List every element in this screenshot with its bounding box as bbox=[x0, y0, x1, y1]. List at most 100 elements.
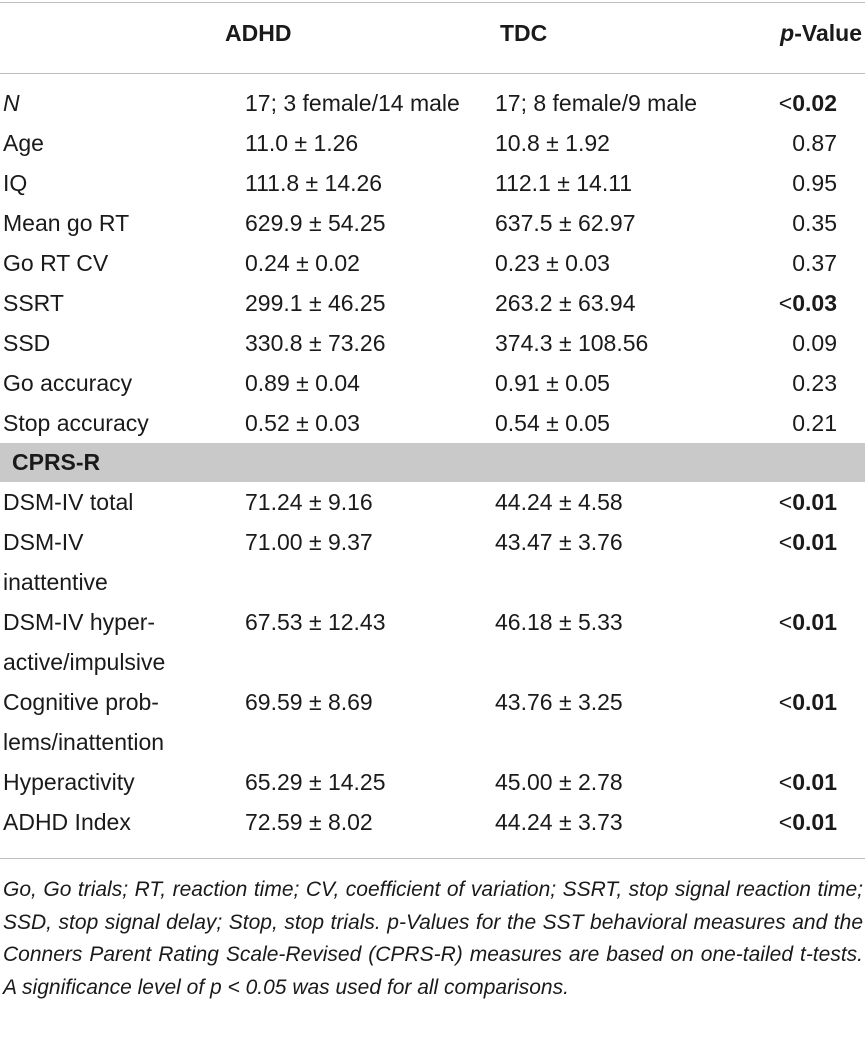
p-value-cell: 0.37 bbox=[752, 243, 865, 283]
tdc-value: 374.3 ± 108.56 bbox=[495, 330, 649, 356]
adhd-value: 111.8 ± 14.26 bbox=[245, 170, 383, 196]
row-label: DSM-IV total bbox=[3, 489, 134, 515]
header-p-rest: -Value bbox=[794, 20, 862, 46]
table-row: ADHD Index 72.59 ± 8.02 44.24 ± 3.73 <0.01 bbox=[0, 802, 865, 842]
header-adhd: ADHD bbox=[225, 20, 292, 46]
tdc-value: 10.8 ± 1.92 bbox=[495, 130, 610, 156]
table-row: Age 11.0 ± 1.26 10.8 ± 1.92 0.87 bbox=[0, 123, 865, 163]
p-prefix: < bbox=[778, 809, 793, 835]
table-row: Cognitive prob-lems/inattention 69.59 ± 8… bbox=[0, 682, 865, 762]
table-row: IQ 111.8 ± 14.26 112.1 ± 14.11 0.95 bbox=[0, 163, 865, 203]
adhd-value: 330.8 ± 73.26 bbox=[245, 330, 386, 356]
p-value-cell: 0.23 bbox=[752, 363, 865, 403]
adhd-value: 72.59 ± 8.02 bbox=[245, 809, 373, 835]
tdc-value: 637.5 ± 62.97 bbox=[495, 210, 636, 236]
p-value: 0.01 bbox=[792, 489, 837, 515]
row-label: Cognitive prob-lems/inattention bbox=[3, 689, 165, 755]
section-row-cprs-r: CPRS-R bbox=[0, 443, 865, 482]
p-value-cell: 0.95 bbox=[752, 163, 865, 203]
tdc-value: 17; 8 female/9 male bbox=[495, 90, 698, 116]
adhd-value: 71.00 ± 9.37 bbox=[245, 529, 373, 555]
p-value-cell: <0.02 bbox=[752, 83, 865, 123]
tdc-value: 0.23 ± 0.03 bbox=[495, 250, 610, 276]
p-prefix: < bbox=[778, 489, 793, 515]
p-value-cell: <0.01 bbox=[752, 762, 865, 802]
tdc-value: 44.24 ± 3.73 bbox=[495, 809, 623, 835]
header-p-italic: p bbox=[780, 20, 795, 46]
tdc-value: 43.47 ± 3.76 bbox=[495, 529, 623, 555]
p-prefix: < bbox=[778, 689, 793, 715]
data-table: N 17; 3 female/14 male 17; 8 female/9 male… bbox=[0, 83, 865, 842]
row-label: Mean go RT bbox=[3, 210, 130, 236]
tdc-value: 0.91 ± 0.05 bbox=[495, 370, 610, 396]
row-label: ADHD Index bbox=[3, 809, 131, 835]
tdc-value: 45.00 ± 2.78 bbox=[495, 769, 623, 795]
table-row: DSM-IV hyper-active/impulsive 67.53 ± 12.… bbox=[0, 602, 865, 682]
row-label: DSM-IV inattentive bbox=[3, 529, 108, 595]
table-row: Go accuracy 0.89 ± 0.04 0.91 ± 0.05 0.23 bbox=[0, 363, 865, 403]
p-value-cell: <0.01 bbox=[752, 482, 865, 522]
p-value-cell: 0.35 bbox=[752, 203, 865, 243]
row-label: N bbox=[3, 90, 20, 116]
tdc-value: 0.54 ± 0.05 bbox=[495, 410, 610, 436]
tdc-value: 263.2 ± 63.94 bbox=[495, 290, 636, 316]
section-label: CPRS-R bbox=[0, 443, 865, 482]
adhd-value: 0.89 ± 0.04 bbox=[245, 370, 360, 396]
table-row: Hyperactivity 65.29 ± 14.25 45.00 ± 2.78 <0… bbox=[0, 762, 865, 802]
p-value-cell: <0.01 bbox=[752, 682, 865, 762]
header-rule bbox=[0, 73, 865, 74]
table-row: N 17; 3 female/14 male 17; 8 female/9 male… bbox=[0, 83, 865, 123]
p-value: 0.35 bbox=[792, 210, 837, 236]
p-value-cell: <0.01 bbox=[752, 602, 865, 682]
tdc-value: 112.1 ± 14.11 bbox=[495, 170, 633, 196]
p-value: 0.87 bbox=[792, 130, 837, 156]
p-value-cell: 0.87 bbox=[752, 123, 865, 163]
p-value: 0.01 bbox=[792, 809, 837, 835]
header-tdc: TDC bbox=[500, 20, 548, 46]
tdc-value: 44.24 ± 4.58 bbox=[495, 489, 623, 515]
row-label: Stop accuracy bbox=[3, 410, 149, 436]
p-value: 0.23 bbox=[792, 370, 837, 396]
table-row: SSRT 299.1 ± 46.25 263.2 ± 63.94 <0.03 bbox=[0, 283, 865, 323]
p-value: 0.01 bbox=[792, 769, 837, 795]
tdc-value: 43.76 ± 3.25 bbox=[495, 689, 623, 715]
row-label: Hyperactivity bbox=[3, 769, 135, 795]
top-rule bbox=[0, 2, 865, 3]
row-label: SSD bbox=[3, 330, 51, 356]
p-prefix: < bbox=[778, 90, 793, 116]
row-label: Go accuracy bbox=[3, 370, 133, 396]
table-row: SSD 330.8 ± 73.26 374.3 ± 108.56 0.09 bbox=[0, 323, 865, 363]
p-value-cell: <0.01 bbox=[752, 802, 865, 842]
adhd-value: 629.9 ± 54.25 bbox=[245, 210, 386, 236]
header-p-value: p-Value bbox=[780, 20, 862, 47]
table-row: Go RT CV 0.24 ± 0.02 0.23 ± 0.03 0.37 bbox=[0, 243, 865, 283]
adhd-value: 0.24 ± 0.02 bbox=[245, 250, 360, 276]
p-prefix: < bbox=[778, 609, 793, 635]
adhd-value: 67.53 ± 12.43 bbox=[245, 609, 386, 635]
p-value: 0.02 bbox=[792, 90, 837, 116]
adhd-value: 299.1 ± 46.25 bbox=[245, 290, 386, 316]
adhd-value: 69.59 ± 8.69 bbox=[245, 689, 373, 715]
adhd-value: 65.29 ± 14.25 bbox=[245, 769, 386, 795]
p-value: 0.01 bbox=[792, 689, 837, 715]
tdc-value: 46.18 ± 5.33 bbox=[495, 609, 623, 635]
row-label: DSM-IV hyper-active/impulsive bbox=[3, 609, 166, 675]
p-value: 0.03 bbox=[792, 290, 837, 316]
row-label: Age bbox=[3, 130, 44, 156]
p-value: 0.21 bbox=[792, 410, 837, 436]
row-label: SSRT bbox=[3, 290, 64, 316]
p-value-cell: 0.21 bbox=[752, 403, 865, 443]
table-row: Mean go RT 629.9 ± 54.25 637.5 ± 62.97 0.35 bbox=[0, 203, 865, 243]
p-value: 0.95 bbox=[792, 170, 837, 196]
p-value-cell: <0.01 bbox=[752, 522, 865, 602]
p-value: 0.37 bbox=[792, 250, 837, 276]
p-value-cell: 0.09 bbox=[752, 323, 865, 363]
p-value: 0.09 bbox=[792, 330, 837, 356]
table-row: DSM-IV inattentive 71.00 ± 9.37 43.47 ± 3.7… bbox=[0, 522, 865, 602]
adhd-value: 0.52 ± 0.03 bbox=[245, 410, 360, 436]
bottom-rule bbox=[0, 858, 865, 859]
row-label: IQ bbox=[3, 170, 28, 196]
adhd-value: 11.0 ± 1.26 bbox=[245, 130, 359, 156]
p-value: 0.01 bbox=[792, 529, 837, 555]
footnote: Go, Go trials; RT, reaction time; CV, co… bbox=[3, 878, 863, 999]
